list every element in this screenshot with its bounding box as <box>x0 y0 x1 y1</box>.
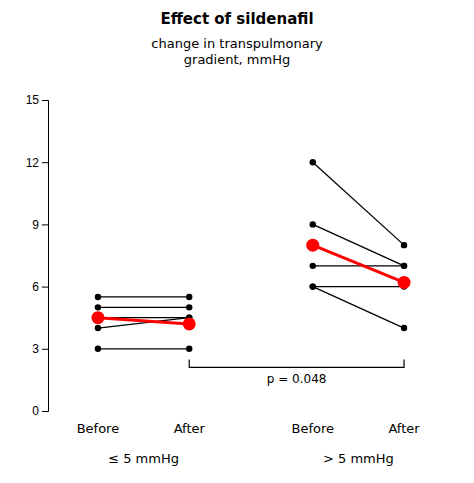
mean-line <box>98 318 189 324</box>
mean-point <box>91 311 104 324</box>
subject-line <box>313 162 404 245</box>
subject-point <box>95 325 101 331</box>
subject-point <box>186 294 192 300</box>
y-axis: 0 3 6 9 12 15 <box>26 93 49 418</box>
subject-line <box>98 348 189 349</box>
subject-point <box>186 304 192 310</box>
y-tick-label: 6 <box>32 280 39 294</box>
group-label: > 5 mmHg <box>323 451 394 466</box>
y-tick-mark <box>42 224 48 225</box>
y-tick-label: 15 <box>26 93 40 107</box>
bracket <box>189 359 404 367</box>
y-tick-mark <box>42 411 48 412</box>
y-tick: 6 <box>32 280 48 294</box>
y-axis-line <box>42 101 49 412</box>
subject-point <box>401 263 407 269</box>
annotation: p = 0.048 <box>267 372 327 386</box>
y-tick: 15 <box>26 93 48 107</box>
subject-point <box>186 346 192 352</box>
subject-point <box>310 283 316 289</box>
subtitle: change in transpulmonarygradient, mmHg <box>151 36 323 67</box>
category-label: Before <box>77 421 120 436</box>
subject-line <box>98 318 189 328</box>
subject-line <box>313 287 404 328</box>
y-tick: 0 <box>32 404 48 418</box>
y-tick-label: 9 <box>32 218 39 232</box>
plot: 0 3 6 9 12 15 p = 0.048 <box>26 93 411 418</box>
subject-point <box>95 294 101 300</box>
subject-line <box>98 307 189 308</box>
y-tick-label: 3 <box>32 342 39 356</box>
title: Effect of sildenafil <box>160 10 313 28</box>
category-label: After <box>174 421 206 436</box>
category-label: After <box>388 421 420 436</box>
subject-point <box>310 283 316 289</box>
mean-point <box>398 276 411 289</box>
y-tick-label: 0 <box>32 404 39 418</box>
category-label: Before <box>292 421 335 436</box>
subject-point <box>95 304 101 310</box>
y-tick-mark <box>42 287 48 288</box>
y-tick-mark <box>42 349 48 350</box>
y-tick-mark <box>42 162 48 163</box>
subject-point <box>401 325 407 331</box>
marks <box>91 159 410 367</box>
y-tick: 12 <box>26 156 48 170</box>
y-tick-label: 12 <box>26 156 40 170</box>
subject-point <box>401 242 407 248</box>
subject-point <box>401 263 407 269</box>
y-tick: 3 <box>32 342 48 356</box>
subject-point <box>95 346 101 352</box>
y-tick-mark <box>42 100 48 101</box>
subject-point <box>310 263 316 269</box>
group-label: ≤ 5 mmHg <box>108 451 179 466</box>
subject-line <box>313 224 404 265</box>
subject-line <box>313 286 404 287</box>
subject-point <box>310 159 316 165</box>
y-tick: 9 <box>32 218 48 232</box>
subject-point <box>310 221 316 227</box>
mean-line <box>313 245 404 282</box>
mean-point <box>183 317 196 330</box>
chart: Effect of sildenafil change in transpulmo… <box>0 0 474 483</box>
mean-point <box>306 239 319 252</box>
subject-line <box>98 296 189 297</box>
